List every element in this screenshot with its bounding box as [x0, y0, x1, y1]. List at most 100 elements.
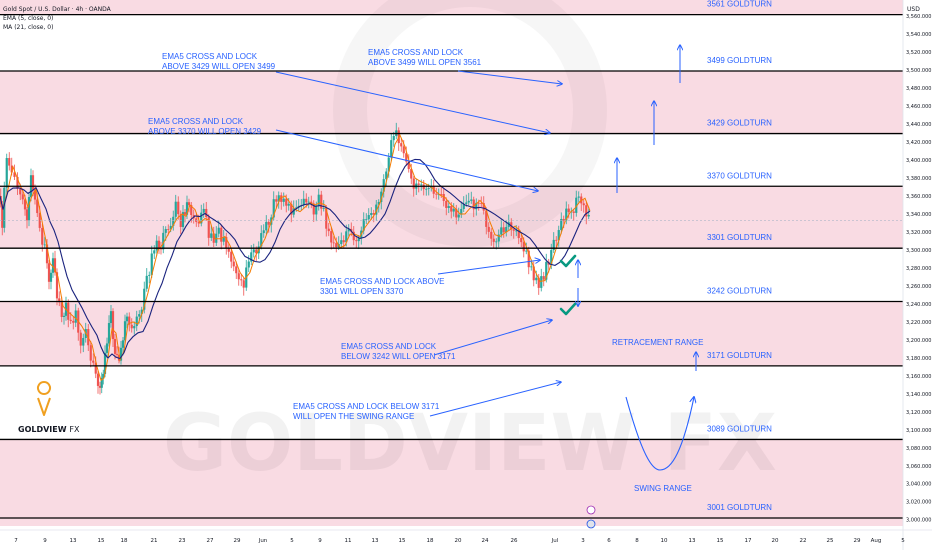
- price-tick-9: 3,380.000: [906, 176, 931, 182]
- time-tick-18: 26: [511, 538, 518, 544]
- time-tick-27: 20: [772, 538, 779, 544]
- annotation-text-6-0: RETRACEMENT RANGE: [612, 338, 703, 347]
- currency-label[interactable]: USD: [907, 6, 920, 13]
- candle-body: [103, 352, 107, 375]
- candle-body: [405, 153, 408, 162]
- level-label-0: 3561 GOLDTURN: [707, 0, 772, 9]
- candle-body: [305, 198, 308, 203]
- candle-body: [96, 373, 100, 386]
- candle-body: [164, 229, 167, 233]
- candle-body: [292, 208, 295, 215]
- annotation-arrow-0: [275, 71, 550, 133]
- candle-body: [520, 238, 523, 243]
- candle-body: [387, 157, 390, 172]
- candle-body: [355, 240, 358, 242]
- candle-body: [310, 201, 313, 204]
- watermark: GOLDVIEW FX: [163, 399, 777, 489]
- price-tick-17: 3,220.000: [906, 320, 931, 326]
- logo-ring: [37, 381, 51, 395]
- logo-text: GOLDVIEW FX: [18, 425, 79, 434]
- candle-body: [555, 239, 558, 241]
- candle-body: [335, 243, 338, 248]
- candle-body: [400, 143, 403, 147]
- candle-body: [202, 208, 205, 213]
- candle-body: [470, 199, 473, 201]
- candle-body: [51, 258, 55, 273]
- time-tick-23: 10: [661, 538, 668, 544]
- candle-body: [260, 233, 263, 247]
- candle-body: [290, 203, 293, 215]
- candle-body: [31, 175, 35, 191]
- checkmark-icon-0: [559, 254, 577, 268]
- candle-body: [82, 337, 85, 346]
- candle-body: [442, 194, 445, 201]
- level-label-2: 3429 GOLDTURN: [707, 119, 772, 128]
- candle-body: [107, 323, 111, 344]
- time-tick-12: 11: [345, 538, 352, 544]
- candle-body: [210, 233, 213, 238]
- candle-body: [407, 161, 410, 170]
- price-tick-4: 3,480.000: [906, 86, 931, 92]
- candle-body: [13, 172, 16, 177]
- candle-body: [205, 208, 208, 218]
- candle-body: [130, 324, 133, 329]
- candle-body: [567, 208, 570, 212]
- time-tick-0: 7: [14, 538, 18, 544]
- annotation-text-2-1: ABOVE 3370 WILL OPEN 3429: [148, 127, 262, 136]
- candle-body: [111, 311, 115, 340]
- candle-body: [585, 205, 588, 217]
- candle-body: [138, 314, 141, 317]
- price-axis[interactable]: 3,560.000 3,540.000 3,520.000 3,500.000 3,48…: [902, 0, 932, 550]
- candle-body: [275, 199, 278, 202]
- brand-suffix: FX: [69, 425, 80, 434]
- candle-body: [412, 178, 415, 189]
- candle-body: [177, 201, 180, 215]
- candle-body: [60, 302, 63, 317]
- candle-body: [27, 197, 31, 221]
- candle-body: [181, 212, 185, 227]
- candle-body: [370, 213, 373, 216]
- ma-legend[interactable]: MA (21, close, 0): [3, 24, 54, 31]
- candle-body: [382, 179, 385, 192]
- candle-body: [375, 204, 378, 215]
- candle-body: [58, 298, 61, 303]
- candle-body: [417, 183, 420, 185]
- candle-body: [582, 203, 585, 206]
- time-tick-2: 13: [70, 538, 77, 544]
- price-tick-21: 3,140.000: [906, 392, 931, 398]
- candle-body: [200, 212, 203, 224]
- price-tick-22: 3,120.000: [906, 410, 931, 416]
- candle-body: [522, 242, 525, 252]
- pink-zone-0: [0, 0, 903, 15]
- time-tick-31: Aug: [871, 538, 882, 544]
- time-tick-4: 18: [121, 538, 128, 544]
- checkmark-icon-1: [559, 302, 577, 316]
- level-label-3: 3370 GOLDTURN: [707, 171, 772, 180]
- candle-body: [322, 208, 325, 209]
- price-tick-2: 3,520.000: [906, 50, 931, 56]
- candle-body: [315, 205, 318, 215]
- ema-legend[interactable]: EMA (5, close, 0): [3, 15, 54, 22]
- price-tick-13: 3,300.000: [906, 248, 931, 254]
- candle-body: [332, 242, 335, 244]
- time-axis[interactable]: 7 9 13 15 18 21 23 27 29 Jun 5 9 11 13 15 18 20 24 26 Jul 3 6…: [0, 529, 932, 544]
- candle-body: [307, 201, 310, 203]
- time-tick-30: 29: [854, 538, 861, 544]
- candle-body: [452, 208, 455, 212]
- candle-body: [440, 193, 443, 195]
- candle-body: [280, 195, 283, 202]
- candle-body: [79, 332, 82, 346]
- candle-body: [197, 221, 200, 224]
- candle-body: [100, 377, 103, 388]
- candle-body: [119, 347, 123, 361]
- candle-body: [577, 196, 580, 198]
- candle-body: [10, 165, 13, 173]
- time-tick-8: 29: [234, 538, 241, 544]
- level-label-5: 3242 GOLDTURN: [707, 287, 772, 296]
- candle-body: [587, 214, 590, 217]
- level-label-6: 3171 GOLDTURN: [707, 351, 772, 360]
- price-tick-10: 3,360.000: [906, 194, 931, 200]
- candle-body: [172, 216, 175, 226]
